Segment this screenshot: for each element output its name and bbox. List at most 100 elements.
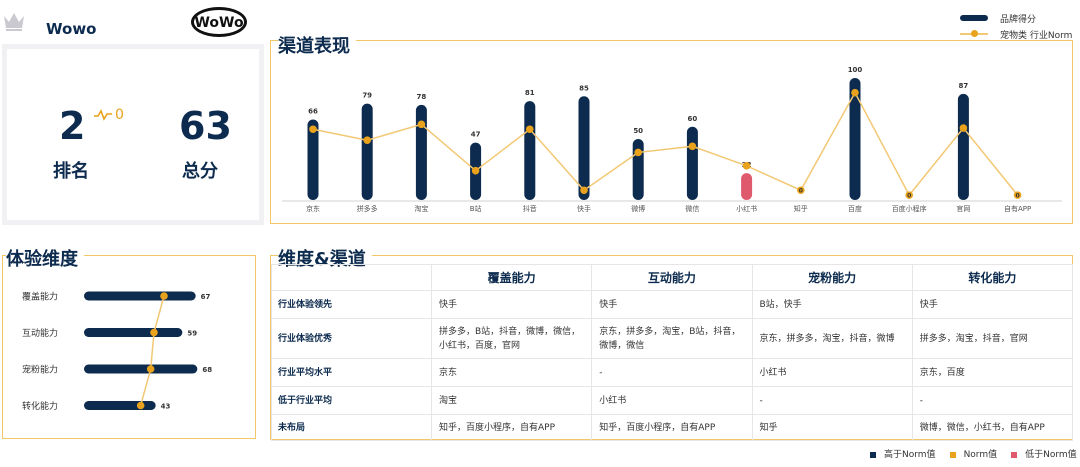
x-tick-label: 京东 [306, 204, 320, 213]
bar-value-label: 81 [525, 89, 535, 97]
status-legend: 高于Norm值 Norm值 低于Norm值 [870, 447, 1077, 460]
x-tick-label: B站 [470, 204, 482, 213]
dimension-value-label: 67 [201, 293, 211, 301]
chart-legend: 品牌得分 宠物类 行业Norm [960, 10, 1080, 42]
brand-score-bar [849, 78, 861, 200]
x-tick-label: 微信 [685, 204, 699, 213]
bar-value-label: 87 [959, 82, 969, 90]
brand-score-bar [307, 119, 319, 200]
table-cell: 京东，拼多多，淘宝，B站，抖音，微博，微信 [591, 318, 753, 359]
table-cell: - [591, 358, 753, 387]
legend-norm: 宠物类 行业Norm [1000, 30, 1073, 41]
table-cell: 知乎，百度小程序，自有APP [430, 414, 593, 441]
bar-value-label: 50 [633, 127, 643, 135]
dimension-bar [84, 364, 198, 374]
x-tick-label: 淘宝 [414, 204, 428, 213]
brand-header: Wowo WoWo [0, 0, 262, 42]
bar-value-label: 47 [471, 131, 481, 139]
norm-point [797, 186, 805, 195]
norm-point [742, 162, 751, 170]
table-cell: 知乎，百度小程序，自有APP [591, 414, 753, 441]
total-value: 63 [179, 104, 232, 148]
bar-value-label: 100 [848, 66, 863, 74]
table-cell: - [751, 386, 913, 415]
table-cell: 小红书 [591, 386, 753, 415]
brand-score-bar [524, 101, 536, 200]
norm-point [688, 142, 697, 151]
dimension-label: 互动能力 [22, 327, 58, 339]
dimension-label: 宠粉能力 [22, 364, 58, 376]
table-cell: 京东 [430, 358, 593, 387]
bar-value-label: 66 [308, 107, 318, 115]
table-cell: 知乎 [751, 414, 913, 441]
brand-score-bar [686, 126, 698, 200]
brand-name: Wowo [46, 20, 97, 38]
bar-value-label: 60 [688, 115, 698, 123]
experience-frame [2, 255, 256, 439]
norm-point [309, 125, 317, 134]
column-header: 转化能力 [911, 264, 1074, 291]
legend-bar-swatch [960, 15, 988, 21]
dimension-bar [84, 328, 183, 337]
x-tick-label: 知乎 [794, 204, 808, 213]
x-tick-label: 拼多多 [357, 204, 378, 213]
svg-text:WoWo: WoWo [194, 15, 244, 31]
table-cell: 微博，微信，小红书，自有APP [911, 414, 1074, 441]
total-label: 总分 [182, 161, 218, 182]
row-header: 行业体验优秀 [271, 318, 432, 359]
table-cell: 小红书 [751, 358, 913, 387]
column-header: 覆盖能力 [430, 264, 593, 291]
norm-point [363, 136, 371, 145]
norm-point [959, 124, 968, 132]
table-cell: B站，快手 [751, 290, 913, 319]
norm-point [526, 125, 534, 134]
table-row: 低于行业平均 淘宝 小红书 - - [271, 386, 1074, 415]
brand-score-bar [957, 93, 969, 200]
bar-value-label: 78 [417, 93, 427, 101]
table-row: 未布局 知乎，百度小程序，自有APP 知乎，百度小程序，自有APP 知乎 微博，… [271, 414, 1074, 441]
norm-point [634, 148, 642, 157]
channel-chart: 66京东79拼多多78淘宝47B站81抖音85快手50微博60微信22小红书知乎… [282, 66, 1062, 213]
dimension-bar [84, 291, 196, 301]
legend-norm-value: Norm值 [949, 447, 997, 460]
row-header: 行业体验领先 [271, 290, 432, 319]
x-tick-label: 自有APP [1004, 204, 1031, 213]
norm-point [1013, 191, 1022, 199]
brand-score-bar [741, 173, 753, 200]
dimension-norm-point [136, 401, 145, 410]
norm-line [312, 91, 1019, 197]
dimension-label: 覆盖能力 [22, 291, 58, 303]
bar-value-label: 0 [907, 193, 911, 200]
norm-point [417, 120, 426, 129]
table-cell: 京东，拼多多，淘宝，抖音，微博 [751, 318, 913, 359]
legend-line-swatch [960, 30, 988, 37]
dimension-norm-point [146, 365, 155, 373]
rank-label: 排名 [53, 161, 89, 182]
rank-value: 2 [59, 104, 86, 148]
table-header-row: 覆盖能力 互动能力 宠粉能力 转化能力 [271, 264, 1074, 291]
bar-value-label: 0 [1016, 193, 1020, 200]
x-tick-label: 官网 [956, 204, 970, 213]
table-row: 行业平均水平 京东 - 小红书 京东，百度 [271, 358, 1074, 387]
table-row: 行业体验优秀 拼多多，B站，抖音，微博，微信，小红书，百度，官网 京东，拼多多，… [271, 318, 1074, 359]
x-tick-label: 百度小程序 [892, 204, 927, 213]
x-tick-label: 小红书 [736, 204, 757, 213]
table-cell: 拼多多，淘宝，抖音，官网 [911, 318, 1074, 359]
rank-change-value: 0 [115, 107, 124, 123]
x-tick-label: 微博 [631, 204, 645, 213]
dimension-norm-line [139, 295, 165, 406]
table-cell: 淘宝 [430, 386, 593, 415]
column-header: 宠粉能力 [751, 264, 913, 291]
legend-below: 低于Norm值 [1011, 447, 1077, 460]
trend-icon [94, 109, 112, 121]
dimension-label: 转化能力 [22, 400, 58, 412]
norm-point [905, 191, 913, 199]
dimension-value-label: 59 [187, 330, 197, 338]
table-cell: 快手 [591, 290, 753, 319]
dimension-chart: 覆盖能力 67 互动能力 59 宠粉能力 68 转化能力 43 [22, 291, 212, 413]
table-cell: 拼多多，B站，抖音，微博，微信，小红书，百度，官网 [430, 318, 593, 359]
table-cell: 快手 [911, 290, 1074, 319]
bar-value-label: 0 [799, 188, 803, 195]
dimension-norm-point [160, 292, 168, 300]
norm-point [851, 88, 859, 97]
